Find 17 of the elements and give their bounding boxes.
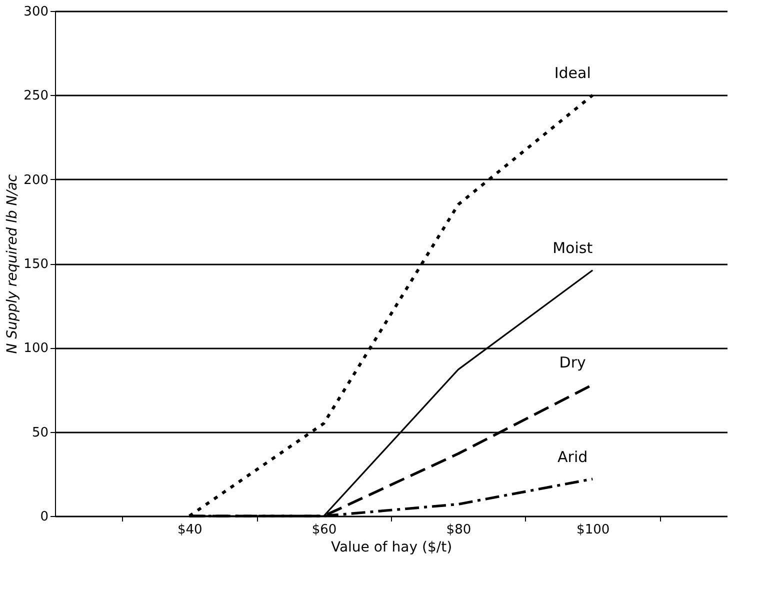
y-tick-label: 300: [24, 4, 48, 20]
y-tick-label: 250: [24, 88, 48, 104]
x-axis-title: Value of hay ($/t): [330, 540, 452, 556]
x-tick-label: $100: [576, 522, 610, 538]
y-tick-label: 150: [24, 257, 48, 272]
y-tick-label: 0: [40, 510, 48, 524]
series-label: Dry: [559, 354, 586, 372]
y-tick-label: 50: [32, 425, 48, 440]
y-tick-label: 100: [24, 341, 48, 356]
series-label: Arid: [558, 448, 588, 466]
x-tick-label: $40: [177, 522, 202, 538]
series-label: Moist: [552, 239, 593, 258]
y-axis-title: N Supply required lb N/ac: [4, 174, 21, 354]
x-tick-label: $80: [446, 522, 472, 538]
x-tick-label: $60: [312, 522, 337, 538]
y-tick-label: 200: [24, 172, 48, 188]
series-label: Ideal: [554, 64, 591, 82]
